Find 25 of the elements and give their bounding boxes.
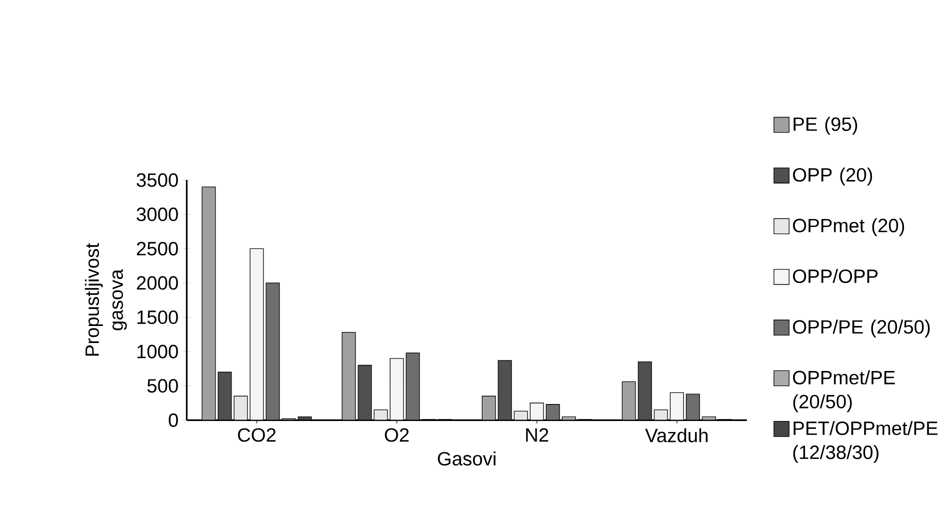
bar	[498, 360, 512, 420]
y-tick-label: 3000	[136, 207, 178, 222]
bar	[218, 372, 232, 420]
x-tick-label: O2	[384, 428, 409, 442]
y-tick-label: 0	[168, 413, 178, 427]
legend-label: OPP/PE (20/50)	[793, 320, 930, 338]
x-axis-title: Gasovi	[438, 451, 496, 466]
legend-label: OPP/OPP	[793, 268, 878, 283]
y-tick-label: 1000	[137, 344, 178, 358]
bar	[638, 361, 652, 420]
legend-label: PE (95)	[794, 116, 858, 135]
x-tick-label: CO2	[238, 428, 276, 442]
y-axis-title: Propustljivost gasova	[84, 243, 127, 356]
bar	[358, 364, 372, 420]
x-tick-label: Vazduh	[645, 428, 708, 442]
y-tick-label: 2000	[136, 276, 178, 290]
y-tick-label: 1500	[137, 310, 178, 324]
legend-label: OPP (20)	[793, 167, 872, 186]
y-tick-label: 3500	[136, 173, 178, 187]
legend-label: OPPmet/PE (20/50)	[793, 370, 895, 412]
x-tick-label: N2	[526, 428, 548, 442]
legend-label: PET/OPPmet/PE (12/38/30)	[793, 420, 938, 463]
y-tick-label: 500	[147, 378, 178, 393]
y-tick-label: 2500	[136, 242, 178, 256]
legend-label: OPPmet (20)	[793, 218, 904, 236]
